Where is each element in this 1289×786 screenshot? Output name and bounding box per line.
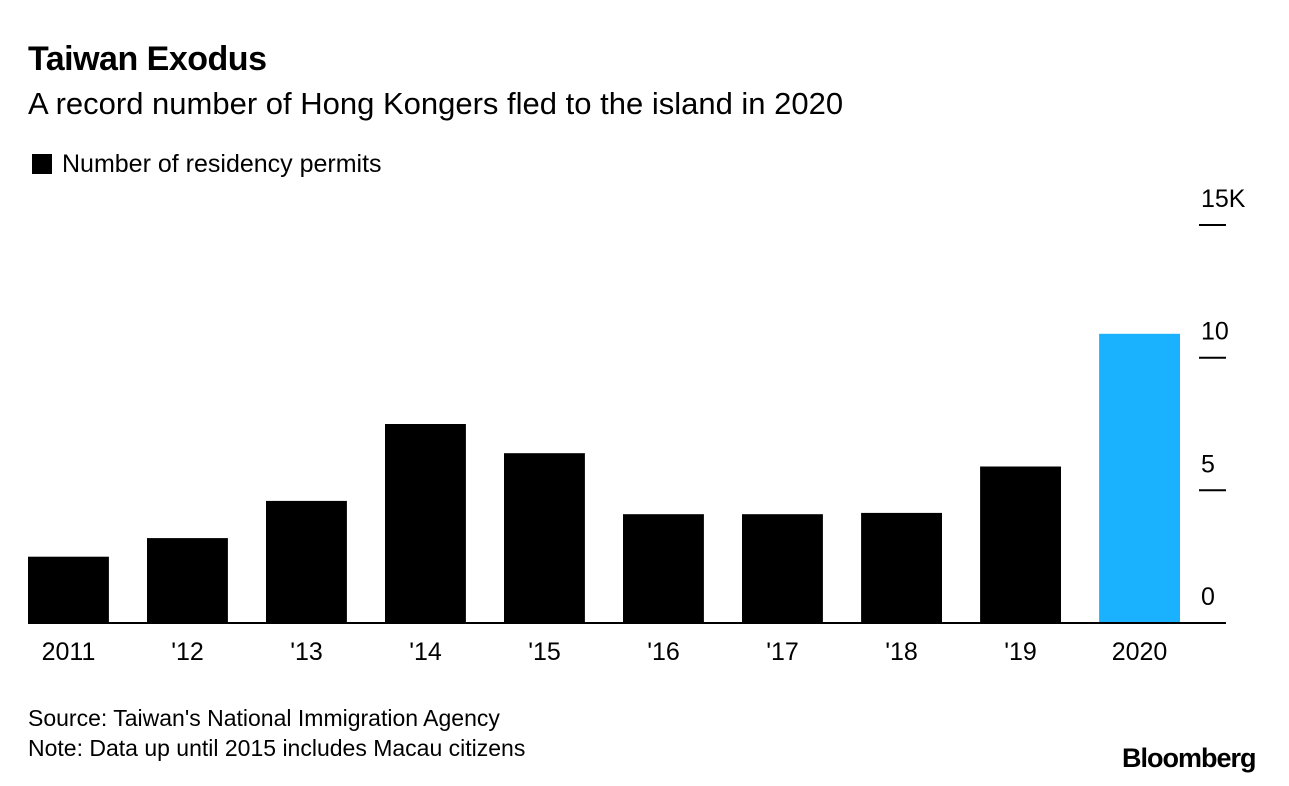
- data-note: Note: Data up until 2015 includes Macau …: [28, 735, 526, 761]
- x-tick-label-0: 2011: [42, 638, 96, 666]
- x-tick-label-7: '18: [885, 638, 918, 666]
- bar-7: [861, 512, 942, 623]
- bar-4: [504, 453, 585, 623]
- y-tick-label-3: 15K: [1201, 185, 1246, 213]
- bar-6: [742, 514, 823, 623]
- legend: Number of residency permits: [32, 149, 382, 179]
- x-tick-label-9: 2020: [1112, 638, 1168, 666]
- x-tick-label-6: '17: [766, 638, 799, 666]
- source-note: Source: Taiwan's National Immigration Ag…: [28, 705, 500, 731]
- x-tick-label-1: '12: [171, 638, 204, 666]
- chart-subtitle: A record number of Hong Kongers fled to …: [28, 86, 844, 121]
- x-tick-label-2: '13: [290, 638, 323, 666]
- x-tick-label-3: '14: [409, 638, 442, 666]
- bar-2: [266, 500, 347, 623]
- footnotes: Source: Taiwan's National Immigration Ag…: [28, 703, 525, 763]
- y-tick-label-2: 10: [1201, 318, 1229, 346]
- chart-title: Taiwan Exodus: [28, 40, 267, 78]
- y-tick-label-1: 5: [1201, 450, 1215, 478]
- y-tick-label-0: 0: [1201, 583, 1215, 611]
- x-tick-label-5: '16: [647, 638, 680, 666]
- bar-8: [980, 466, 1061, 623]
- bar-1: [147, 538, 228, 623]
- bar-0: [28, 556, 109, 623]
- x-tick-label-4: '15: [528, 638, 561, 666]
- bar-chart: 2011 '12 '13 '14 '15 '16 '17 '18 '19 2020 0 5 10 15K: [28, 185, 1246, 666]
- bar-3: [385, 424, 466, 623]
- bar-5: [623, 514, 704, 623]
- legend-swatch: [32, 154, 52, 174]
- bar-9: [1099, 333, 1180, 623]
- bloomberg-logo: Bloomberg: [1122, 743, 1257, 773]
- legend-label: Number of residency permits: [62, 149, 382, 178]
- x-tick-label-8: '19: [1004, 638, 1037, 666]
